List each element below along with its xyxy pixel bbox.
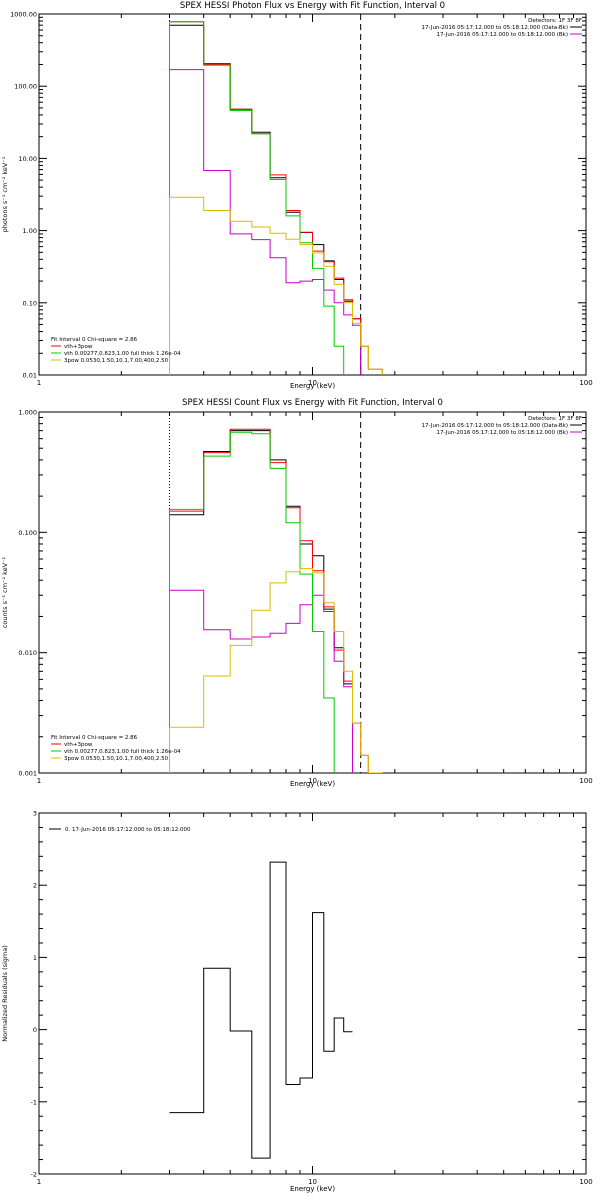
y-tick-label: 3 — [33, 810, 37, 818]
legend-detectors: Detectors: 1F 3F 8F — [528, 416, 582, 422]
series-data-bk — [169, 430, 353, 773]
x-tick-label: 1 — [37, 777, 41, 785]
y-tick-label: -2 — [31, 1171, 37, 1179]
chart-title: SPEX HESSI Count Flux vs Energy with Fit… — [182, 398, 443, 408]
series-vth — [169, 431, 335, 773]
legend-fit-3: 3pow 0.0530,1.50,10.1,7.00,400,2.50 — [64, 756, 169, 762]
x-tick-label: 10 — [308, 1178, 317, 1186]
legend-fit-interval: Fit Interval 0 Chi-square = 2.86 — [51, 735, 138, 741]
plot-frame — [38, 13, 587, 376]
y-tick-label: 0.10 — [23, 299, 37, 307]
legend-detectors: Detectors: 1F 3F 8F — [528, 18, 582, 24]
series-vth-3pow — [169, 428, 383, 773]
legend-fit-3: 3pow 0.0530,1.50,10.1,7.00,400,2.50 — [64, 358, 169, 364]
y-tick-label: 0.001 — [18, 770, 37, 778]
x-tick-label: 100 — [579, 379, 592, 387]
y-tick-label: 0.010 — [18, 649, 37, 657]
legend-bk: 17-Jun-2016 05:17:12.000 to 05:18:12.000… — [436, 430, 568, 436]
x-tick-label: 1 — [37, 1178, 41, 1186]
x-tick-label: 10 — [308, 777, 317, 785]
series-3pow — [169, 196, 383, 375]
x-axis-label: Energy (keV) — [290, 780, 335, 788]
y-tick-label: 0.01 — [23, 372, 37, 380]
y-axis-label: counts s⁻¹ cm⁻² keV⁻¹ — [1, 556, 9, 628]
series-group — [169, 21, 383, 375]
legend-fit-1: vth+3pow — [64, 344, 93, 350]
series-data-bk — [169, 24, 362, 375]
x-tick-label: 1 — [37, 379, 41, 387]
chart-title: SPEX HESSI Photon Flux vs Energy with Fi… — [180, 1, 445, 11]
y-tick-label: 2 — [33, 882, 37, 890]
x-tick-label: 10 — [308, 379, 317, 387]
x-tick-label: 100 — [579, 777, 592, 785]
y-axis-label: Normalized Residuals (sigma) — [1, 945, 9, 1042]
y-axis-label: photons s⁻¹ cm⁻² keV⁻¹ — [1, 156, 9, 232]
y-tick-label: 1 — [33, 954, 37, 962]
x-axis-label: Energy (keV) — [290, 382, 335, 390]
series-bk — [169, 589, 353, 773]
panel-3: 1 10 100 Energy (keV) -2 -1 0 1 2 3 Normalized Res… — [1, 810, 593, 1194]
legend-fit-1: vth+3pow — [64, 742, 93, 748]
y-tick-label: 1.000 — [18, 409, 37, 417]
panel-2: SPEX HESSI Count Flux vs Energy with Fit… — [1, 398, 593, 788]
y-tick-label: 0 — [33, 1026, 37, 1034]
legend-fit-2: vth 0.00277,0.823,1.00 full thick 1.26e-… — [64, 749, 181, 755]
x-tick-label: 100 — [579, 1178, 592, 1186]
legend-fit-2: vth 0.00277,0.823,1.00 full thick 1.26e-… — [64, 351, 181, 357]
series-bk — [169, 69, 362, 375]
y-tick-label: 1.00 — [23, 227, 37, 235]
y-tick-label: 0.100 — [18, 529, 37, 537]
series-0-17-jun-2016-05-17-12-000-to-05-18-12-000 — [169, 861, 353, 1159]
legend-bk: 17-Jun-2016 05:17:12.000 to 05:18:12.000… — [436, 32, 568, 38]
series-vth-3pow — [169, 21, 383, 375]
y-tick-label: 100.00 — [14, 83, 37, 91]
y-tick-label: 10.00 — [18, 155, 37, 163]
series-group — [169, 861, 353, 1159]
series-3pow — [169, 568, 383, 773]
series-group — [169, 428, 383, 773]
x-axis-label: Energy (keV) — [290, 1185, 335, 1193]
legend-data-bk: 17-Jun-2016 05:17:12.000 to 05:18:12.000… — [422, 423, 568, 429]
series-vth — [169, 21, 345, 375]
legend-residual: 0. 17-Jun-2016 05:17:12.000 to 05:18:12.… — [65, 827, 191, 833]
legend-fit-interval: Fit Interval 0 Chi-square = 2.86 — [51, 337, 138, 343]
y-tick-label: 1000.00 — [10, 11, 37, 19]
y-tick-label: -1 — [31, 1098, 37, 1106]
legend-data-bk: 17-Jun-2016 05:17:12.000 to 05:18:12.000… — [422, 25, 568, 31]
panel-1: SPEX HESSI Photon Flux vs Energy with Fi… — [1, 1, 593, 390]
